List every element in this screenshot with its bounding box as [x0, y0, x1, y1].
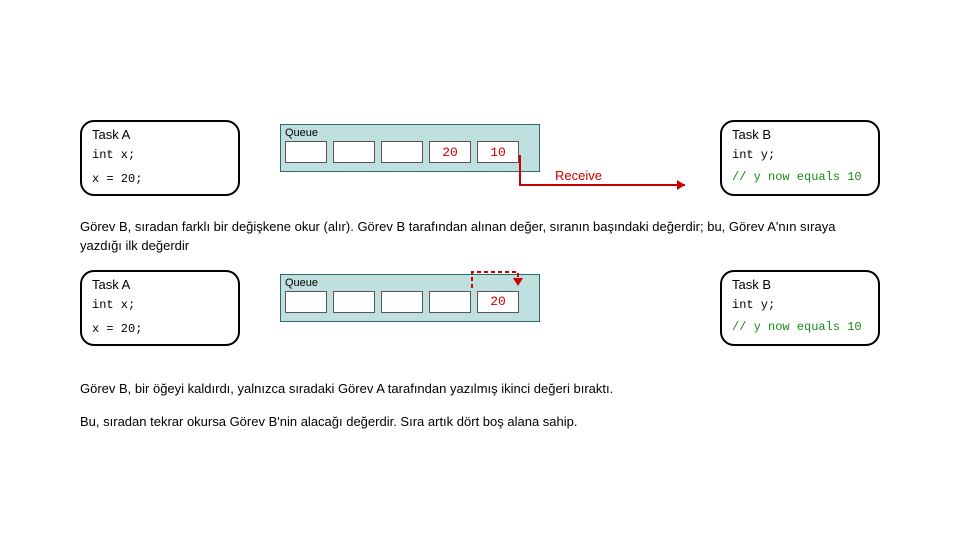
receive-arrow-icon: [510, 150, 720, 200]
queue-slots: 20: [285, 291, 535, 313]
task-a-title: Task A: [92, 277, 228, 292]
task-b-title: Task B: [732, 127, 868, 142]
caption-3: Bu, sıradan tekrar okursa Görev B'nin al…: [80, 413, 880, 432]
task-a-title: Task A: [92, 127, 228, 142]
task-a-code-1: int x;: [92, 296, 228, 314]
task-b-title: Task B: [732, 277, 868, 292]
queue-slot: [285, 141, 327, 163]
task-a-box: Task A int x; x = 20;: [80, 270, 240, 346]
task-a-code-1: int x;: [92, 146, 228, 164]
task-b-box: Task B int y; // y now equals 10: [720, 270, 880, 346]
queue-slot: [381, 141, 423, 163]
task-a-code-2: x = 20;: [92, 170, 228, 188]
queue-2: Queue 20: [280, 274, 540, 322]
caption-1: Görev B, sıradan farklı bir değişkene ok…: [80, 218, 880, 256]
caption-2: Görev B, bir öğeyi kaldırdı, yalnızca sı…: [80, 380, 880, 399]
task-b-comment: // y now equals 10: [732, 320, 868, 334]
queue-slot: [381, 291, 423, 313]
queue-label: Queue: [285, 277, 535, 289]
queue-slot: [285, 291, 327, 313]
task-b-comment: // y now equals 10: [732, 170, 868, 184]
queue-slots: 20 10: [285, 141, 535, 163]
task-b-code-1: int y;: [732, 296, 868, 314]
receive-label: Receive: [555, 168, 602, 183]
queue-slot: 20: [429, 141, 471, 163]
task-b-box: Task B int y; // y now equals 10: [720, 120, 880, 196]
diagram-1: Task A int x; x = 20; Queue 20 10 Receiv…: [80, 120, 880, 210]
queue-slot: [333, 291, 375, 313]
task-a-code-2: x = 20;: [92, 320, 228, 338]
queue-1: Queue 20 10: [280, 124, 540, 172]
queue-label: Queue: [285, 127, 535, 139]
queue-slot: 10: [477, 141, 519, 163]
queue-slot: [333, 141, 375, 163]
task-a-box: Task A int x; x = 20;: [80, 120, 240, 196]
queue-slot: [429, 291, 471, 313]
queue-slot: 20: [477, 291, 519, 313]
diagram-2: Task A int x; x = 20; Queue 20 Task B in…: [80, 270, 880, 360]
task-b-code-1: int y;: [732, 146, 868, 164]
